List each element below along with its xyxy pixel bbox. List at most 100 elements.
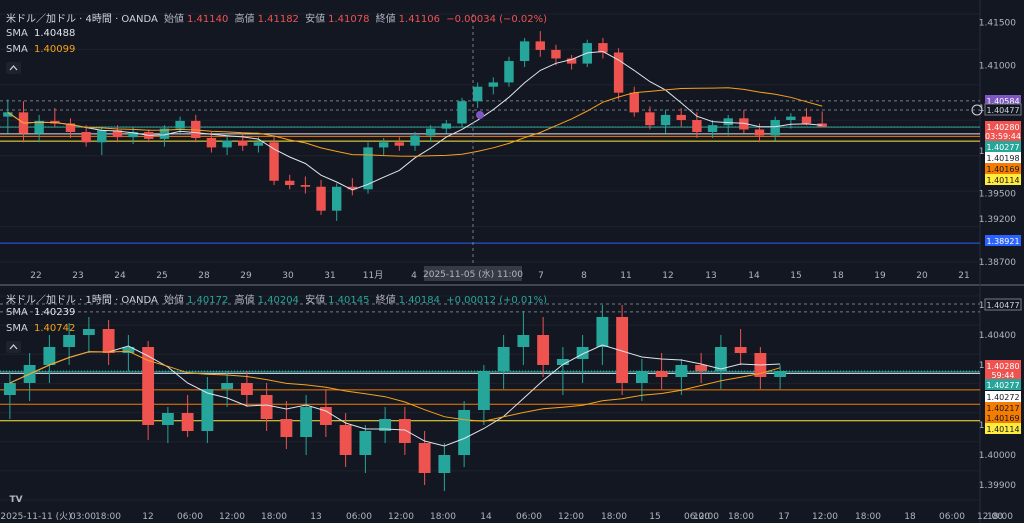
candle-body [363, 147, 373, 190]
time-axis-tick: 12:00 [977, 512, 1003, 522]
sma-fast-line [9, 344, 781, 447]
candle-body [410, 135, 420, 146]
price-tag [985, 379, 1021, 390]
candle-body [253, 142, 264, 146]
price-tag-label: 1.40277 [986, 143, 1019, 152]
candle-body [112, 130, 123, 138]
sma-fast-line [7, 50, 823, 191]
time-axis-tick: 24 [114, 271, 126, 281]
candle-body [191, 120, 201, 138]
bottom-sma1-value: 1.40239 [34, 307, 76, 318]
time-axis-tick: 12 [662, 271, 673, 281]
price-tag [985, 412, 1021, 423]
candle-body [714, 347, 727, 371]
price-axis-tick: 1.39500 [979, 190, 1016, 200]
candle-body [472, 86, 483, 102]
candle-body [707, 125, 718, 133]
time-axis-tick: 06:00 [939, 512, 965, 522]
time-axis-tick: 31 [324, 271, 335, 281]
price-tag-label: 1.40272 [986, 393, 1019, 402]
top-sma1-row[interactable]: SMA 1.40488 [6, 28, 78, 39]
candle-body [635, 371, 648, 383]
price-tag-label: 1.40477 [986, 301, 1019, 310]
candle-body [65, 123, 76, 133]
top-low: 1.41078 [328, 14, 370, 25]
candle-body [418, 443, 431, 473]
sma-slow-line [7, 87, 823, 157]
price-tag [985, 369, 1021, 380]
price-tag [985, 235, 1021, 246]
candle-body [504, 61, 514, 83]
candle-body [645, 112, 655, 126]
candle-body [34, 120, 44, 134]
price-tag [984, 103, 1022, 116]
candle-body [206, 138, 217, 148]
candle-body [63, 335, 76, 347]
candle-body [181, 413, 194, 431]
bottom-sma2-label: SMA [6, 323, 28, 334]
bottom-sma1-row[interactable]: SMA 1.40239 [6, 307, 78, 318]
candle-body [801, 116, 812, 124]
crosshair-label-box [424, 266, 522, 281]
price-axis-tick: 1.41000 [979, 61, 1016, 71]
price-tag [985, 152, 1021, 163]
candle-body [319, 407, 332, 425]
candle-body [43, 347, 56, 365]
price-tag [985, 360, 1021, 371]
time-axis-tick: 13 [310, 512, 321, 522]
price-axis-bg [980, 0, 1024, 523]
bottom-high-label: 高値 [234, 295, 255, 306]
candle-body [613, 52, 624, 93]
plus-circle-icon [971, 104, 983, 116]
time-axis-tick: 06:00 [177, 512, 203, 522]
collapse-button [6, 62, 21, 74]
top-sma2-row[interactable]: SMA 1.40099 [6, 44, 78, 55]
candle-body [222, 140, 232, 148]
candle-body [240, 383, 253, 395]
top-high-label: 高値 [234, 14, 255, 25]
bottom-low: 1.40145 [328, 295, 370, 306]
time-axis-tick: 12 [142, 512, 153, 522]
price-tag [985, 141, 1021, 152]
candle-body [300, 185, 311, 187]
candle-body [347, 186, 358, 190]
candle-body [438, 455, 451, 473]
bottom-header: 米ドル／加ドル · 1時間 · OANDA 始値 1.40172 高値 1.4020… [6, 291, 550, 306]
time-axis-tick: 06:00 [346, 512, 372, 522]
candle-body [537, 335, 550, 365]
top-open: 1.41140 [187, 14, 229, 25]
time-axis-tick: 18 [832, 271, 844, 281]
time-axis-tick: 22 [30, 271, 41, 281]
candle-body [488, 82, 498, 87]
event-marker [476, 111, 484, 119]
candle-body [280, 419, 293, 437]
candle-body [576, 347, 589, 359]
top-close: 1.41106 [398, 14, 441, 25]
candle-body [221, 383, 234, 389]
time-axis-tick: 18:00 [728, 512, 754, 522]
price-tag-label: 1.40280 [986, 123, 1019, 132]
bottom-sma2-row[interactable]: SMA 1.40742 [6, 323, 78, 334]
price-axis-tick: 1.41500 [979, 19, 1016, 29]
candle-body [774, 371, 787, 377]
candle-body [3, 383, 16, 395]
candle-body [458, 410, 471, 455]
candle-body [300, 407, 313, 437]
time-axis-tick: 29 [240, 271, 252, 281]
time-axis-tick: 12:00 [219, 512, 245, 522]
price-tag-label: 1.40477 [986, 106, 1019, 115]
candle-body [675, 365, 688, 377]
candle-body [457, 101, 467, 124]
time-axis-tick: 03:00 [70, 512, 96, 522]
time-axis-tick: 19 [874, 271, 886, 281]
candle-body [379, 419, 392, 431]
time-axis-tick: 8 [581, 271, 587, 281]
tradingview-logo: TV [9, 495, 22, 505]
candle-body [616, 317, 629, 383]
candle-body [3, 112, 13, 117]
price-tag [985, 174, 1021, 185]
price-tag-label: 1.40198 [986, 154, 1019, 163]
candle-body [477, 371, 490, 410]
price-tag [985, 163, 1021, 174]
